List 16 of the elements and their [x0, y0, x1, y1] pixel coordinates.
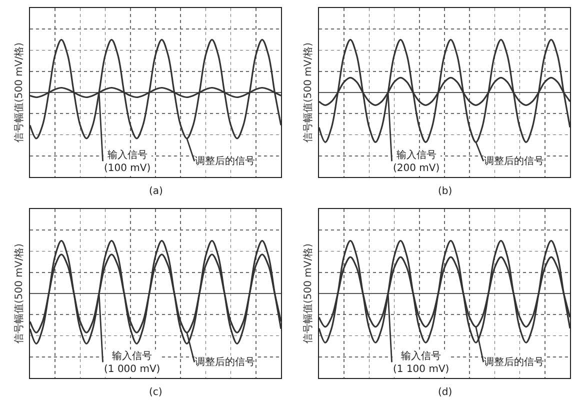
text: (d) [438, 387, 452, 398]
text: 调整后的信号 [484, 356, 544, 368]
text: (a) [149, 186, 164, 197]
text: (b) [438, 186, 452, 197]
y-axis-title: 信号幅值(500 mV/格) [12, 42, 25, 143]
text: 调整后的信号 [195, 356, 255, 368]
text: 输入信号 (100 mV) [104, 149, 151, 174]
text: 输入信号 (200 mV) [393, 149, 440, 174]
y-axis-title: 信号幅值(500 mV/格) [302, 243, 314, 344]
series-label: 输入信号 (1 100 mV) [393, 350, 450, 375]
series-label: 调整后的信号 [484, 155, 544, 167]
text: (c) [149, 387, 162, 398]
y-axis-title: 信号幅值(500 mV/格) [12, 243, 25, 344]
y-axis-title: 信号幅值(500 mV/格) [302, 42, 314, 143]
series-label: 调整后的信号 [195, 155, 255, 167]
series-label: 输入信号 (1 000 mV) [104, 350, 160, 375]
